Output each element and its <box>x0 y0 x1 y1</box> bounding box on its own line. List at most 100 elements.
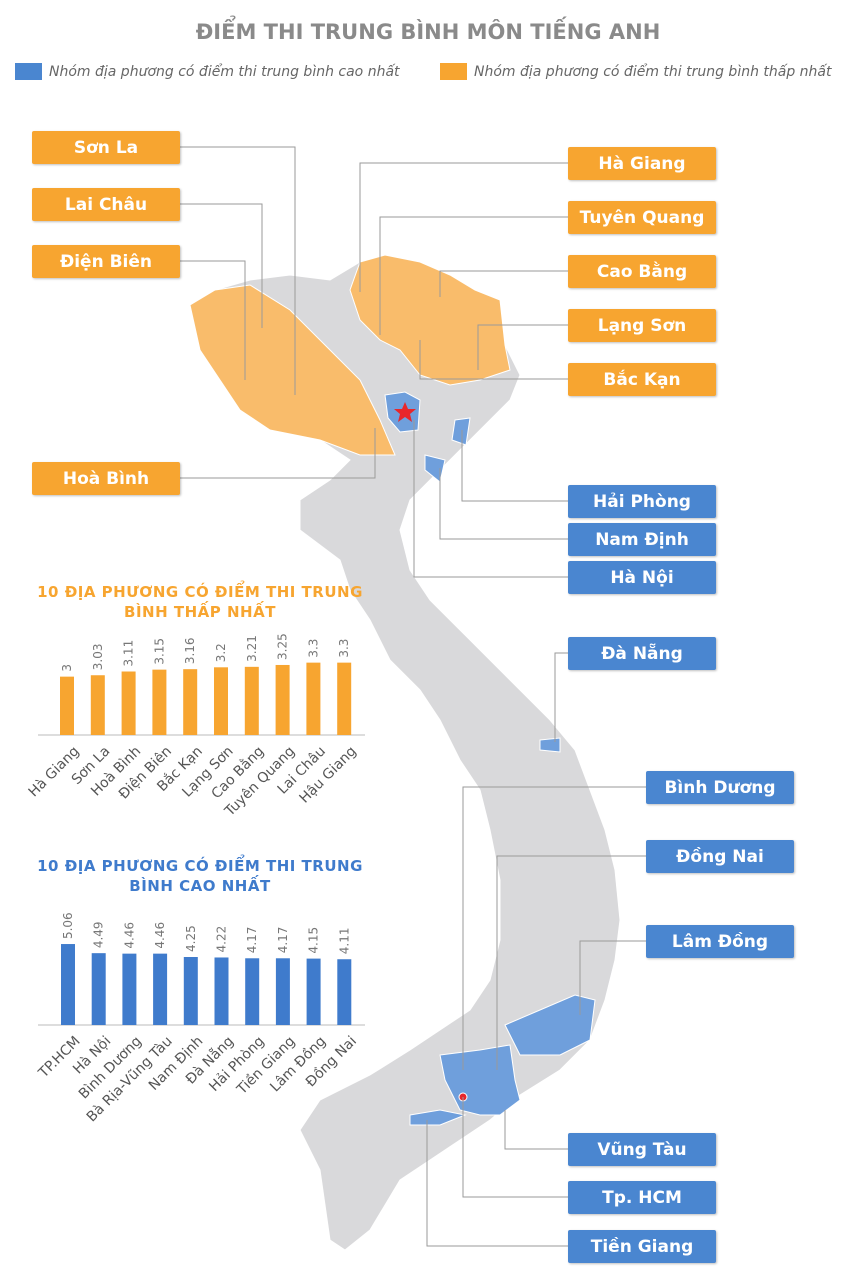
leader-line <box>461 430 568 502</box>
bar <box>60 676 74 735</box>
map <box>189 254 621 1251</box>
data-label: 4.25 <box>184 925 198 952</box>
data-label: 4.22 <box>215 926 229 953</box>
leader-line <box>579 940 646 1015</box>
map-label: Điện Biên <box>32 245 180 278</box>
bar <box>152 669 167 735</box>
leader-line <box>439 468 568 540</box>
map-label: Lâm Đồng <box>646 925 794 958</box>
leader-line <box>180 203 263 328</box>
map-label: Tiền Giang <box>568 1230 716 1263</box>
bar <box>306 662 321 735</box>
data-label: 4.17 <box>276 927 290 954</box>
map-label: Bình Dương <box>646 771 794 804</box>
bar <box>153 953 168 1025</box>
map-label: Lạng Sơn <box>568 309 716 342</box>
x-tick-label: TP.HCM <box>35 1033 84 1082</box>
bar <box>214 957 229 1025</box>
map-label: Bắc Kạn <box>568 363 716 396</box>
map-label: Đà Nẵng <box>568 637 716 670</box>
legend-item: Nhóm địa phương có điểm thi trung bình t… <box>440 63 832 80</box>
data-label: 4.46 <box>122 922 136 949</box>
legend-text: Nhóm địa phương có điểm thi trung bình c… <box>49 63 400 80</box>
bar <box>90 675 105 735</box>
leader-line <box>496 855 646 1070</box>
data-label: 3.16 <box>183 637 197 664</box>
map-label: Đồng Nai <box>646 840 794 873</box>
map-low-northwest <box>189 284 396 456</box>
page-title: ĐIỂM THI TRUNG BÌNH MÔN TIẾNG ANH <box>195 20 661 44</box>
leader-line <box>477 324 568 370</box>
bar <box>245 958 260 1025</box>
legend-text: Nhóm địa phương có điểm thi trung bình t… <box>474 63 832 80</box>
data-label: 3.3 <box>337 639 351 658</box>
bar <box>337 959 352 1025</box>
data-label: 3.21 <box>245 635 259 662</box>
leader-line <box>426 1120 568 1247</box>
bar <box>121 671 136 735</box>
leader-line <box>180 428 376 479</box>
bar <box>275 664 290 735</box>
leader-line <box>504 1110 568 1150</box>
map-label: Hoà Bình <box>32 462 180 495</box>
legend-item: Nhóm địa phương có điểm thi trung bình c… <box>15 63 400 80</box>
data-label: 4.11 <box>337 928 351 955</box>
leader-line <box>462 1097 568 1198</box>
chart-title: 10 ĐỊA PHƯƠNG CÓ ĐIỂM THI TRUNG BÌNH CAO… <box>37 857 363 895</box>
data-label: 3.11 <box>122 640 136 667</box>
leader-line <box>379 216 568 335</box>
map-label: Lai Châu <box>32 188 180 221</box>
data-label: 4.17 <box>245 927 259 954</box>
leader-line <box>462 786 646 1070</box>
data-label: 4.46 <box>153 922 167 949</box>
data-label: 3.15 <box>152 638 166 665</box>
data-label: 3.25 <box>276 633 290 660</box>
map-label: Tuyên Quang <box>568 201 716 234</box>
data-label: 3.3 <box>306 639 320 658</box>
map-label: Vũng Tàu <box>568 1133 716 1166</box>
bar <box>244 666 259 735</box>
bar <box>337 662 352 735</box>
leader-line <box>554 652 568 742</box>
bar <box>91 953 106 1025</box>
legend-swatch <box>15 63 42 80</box>
map-high-haiphong <box>451 417 471 446</box>
leader-line <box>359 162 568 292</box>
leader-line <box>439 270 568 297</box>
map-low-northeast <box>349 254 511 386</box>
legend-swatch <box>440 63 467 80</box>
bar <box>122 953 137 1025</box>
map-high-lamdong <box>504 994 596 1056</box>
map-star <box>394 402 416 422</box>
bar <box>61 944 75 1025</box>
leader-line <box>180 260 246 380</box>
data-label: 3 <box>60 664 74 672</box>
map-high-danang <box>539 737 561 753</box>
bar <box>183 957 198 1025</box>
map-high-tiengiang <box>409 1109 467 1126</box>
data-label: 3.03 <box>91 644 105 671</box>
bar <box>183 669 198 735</box>
data-label: 5.06 <box>61 912 75 939</box>
leader-line <box>180 146 296 395</box>
map-label: Hà Giang <box>568 147 716 180</box>
leader-line <box>419 340 568 380</box>
map-label: Hà Nội <box>568 561 716 594</box>
leader-lines <box>180 146 646 1247</box>
map-label: Nam Định <box>568 523 716 556</box>
map-label: Hải Phòng <box>568 485 716 518</box>
map-label: Cao Bằng <box>568 255 716 288</box>
bar <box>275 958 290 1025</box>
data-label: 4.49 <box>92 921 106 948</box>
leader-line <box>413 420 568 578</box>
bar <box>306 958 321 1025</box>
data-label: 4.15 <box>307 927 321 954</box>
data-label: 3.2 <box>214 643 228 662</box>
map-label: Sơn La <box>32 131 180 164</box>
map-label: Tp. HCM <box>568 1181 716 1214</box>
chart-title: 10 ĐỊA PHƯƠNG CÓ ĐIỂM THI TRUNG BÌNH THẤ… <box>37 583 363 621</box>
